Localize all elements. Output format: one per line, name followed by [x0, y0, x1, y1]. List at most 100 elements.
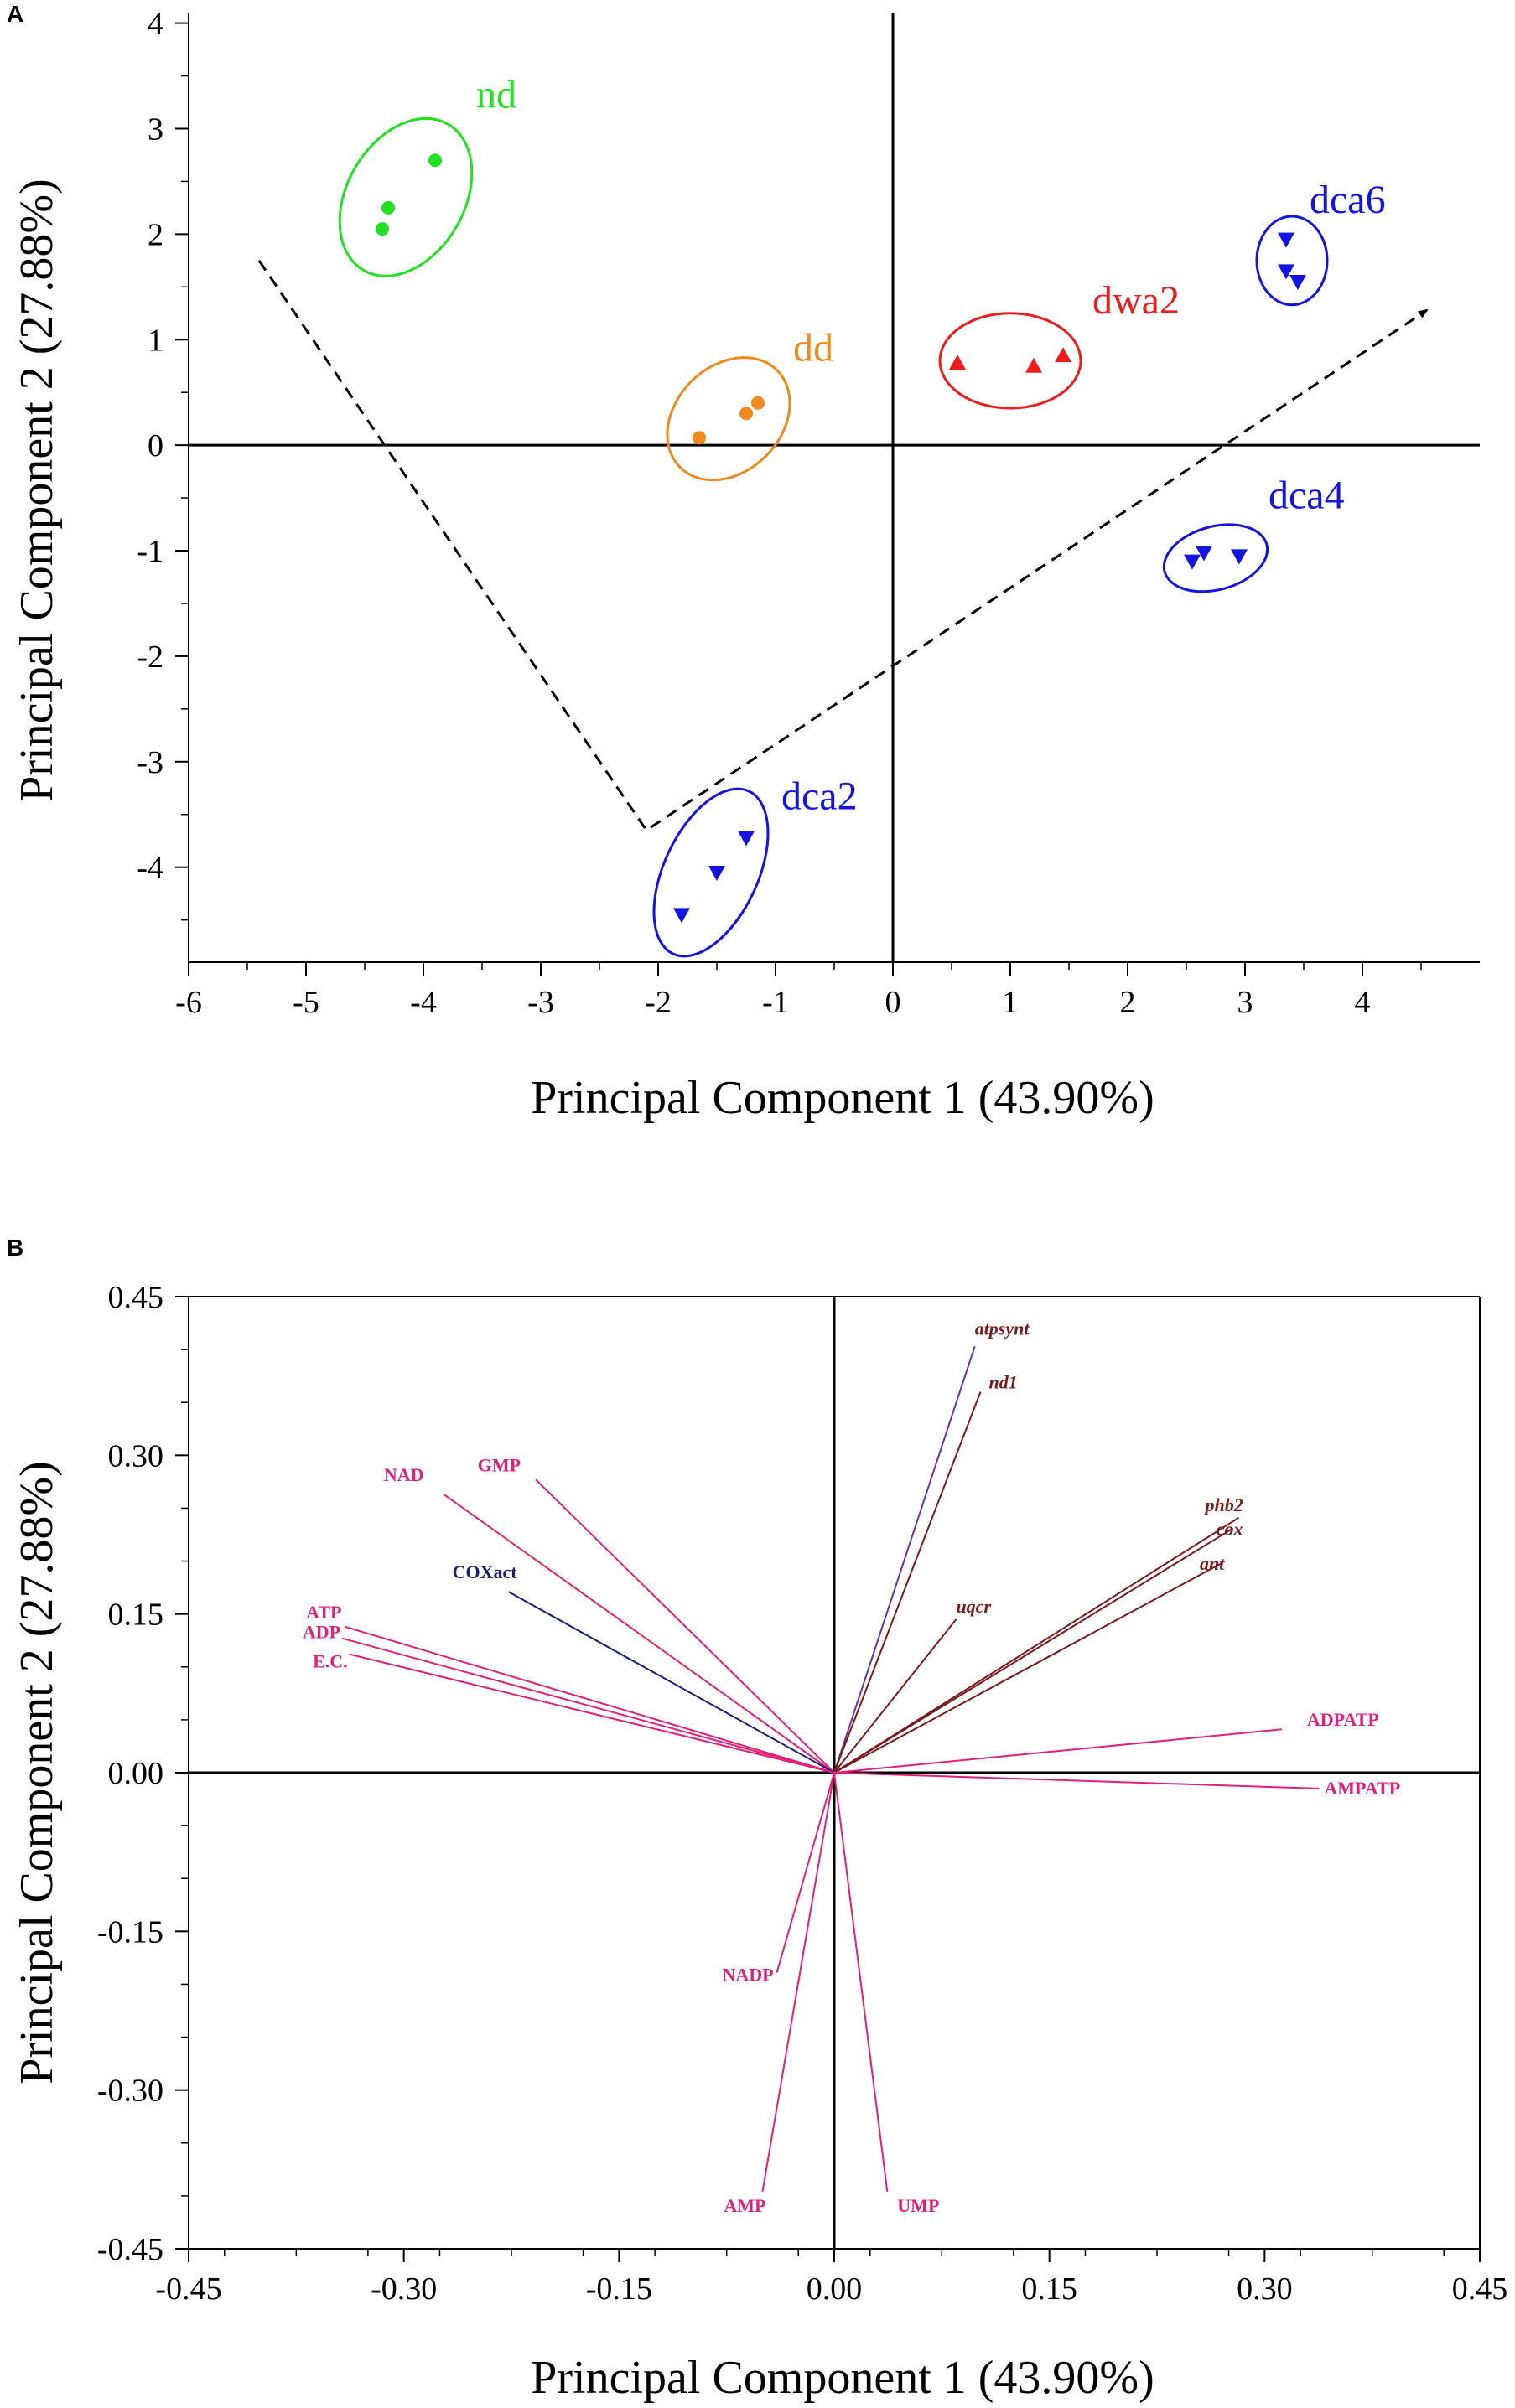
y-tick-label: -2 [137, 640, 163, 675]
loading-label: COXact [453, 1561, 518, 1582]
loading-uqcr: uqcr [833, 1596, 991, 1774]
y-tick-label: -0.15 [97, 1914, 163, 1950]
loading-label: phb2 [1204, 1494, 1243, 1515]
loading-vector [443, 1494, 835, 1774]
y-tick-label: -3 [137, 745, 163, 780]
group-ellipse [338, 117, 474, 277]
group-label: dca2 [781, 774, 858, 818]
loading-label: GMP [478, 1454, 521, 1475]
loading-ADP: ADP [303, 1622, 835, 1774]
loading-vector [833, 1527, 1234, 1774]
x-tick-label: -0.45 [155, 2271, 221, 2307]
y-tick-label: -1 [137, 534, 163, 569]
data-point [673, 908, 690, 924]
loading-ant: ant [833, 1553, 1225, 1774]
x-tick-label: -4 [410, 985, 437, 1020]
data-point [708, 865, 725, 881]
loading-phb2: phb2 [833, 1494, 1243, 1774]
data-point [739, 407, 753, 421]
data-point [428, 153, 442, 168]
loading-label: uqcr [956, 1596, 991, 1617]
y-tick-label: 2 [148, 217, 163, 252]
x-tick-label: -6 [175, 985, 202, 1020]
group-label: nd [476, 72, 516, 117]
group-dca2: dca2 [652, 774, 858, 958]
x-tick-label: 0.15 [1021, 2271, 1077, 2307]
loading-vector [833, 1391, 982, 1774]
group-ellipse [938, 312, 1082, 410]
y-tick-label: -0.30 [97, 2074, 163, 2109]
y-tick-label: 0 [148, 428, 163, 463]
loading-vector [833, 1728, 1282, 1774]
loading-label: ADPATP [1307, 1709, 1379, 1730]
group-ellipse [652, 787, 770, 958]
loading-label: cox [1217, 1518, 1243, 1539]
group-dd: dd [666, 325, 833, 482]
data-point [381, 200, 395, 215]
loading-vector [833, 1516, 1240, 1774]
y-tick-label: 0.30 [108, 1438, 164, 1473]
y-tick-label: -4 [137, 851, 163, 886]
data-point [376, 222, 389, 236]
y-tick-label: 0.15 [108, 1598, 164, 1633]
loading-NADP: NADP [722, 1772, 835, 1986]
trend-arrow [257, 259, 1429, 832]
data-point [693, 431, 706, 445]
x-tick-label: 0.45 [1452, 2271, 1508, 2307]
y-tick-label: 0.00 [108, 1756, 164, 1791]
x-tick-label: 0.30 [1237, 2271, 1293, 2307]
x-tick-label: -1 [762, 985, 789, 1020]
panel-b-pca-loadings: B -0.45 -0.30 -0.15 0.00 0.15 0.30 0.45 0.45 0.30… [7, 1235, 1507, 2404]
loading-vector [761, 1772, 835, 2193]
data-point [1278, 264, 1294, 280]
x-tick-label: 3 [1237, 985, 1253, 1020]
group-label: dwa2 [1092, 278, 1180, 323]
group-dca6: dca6 [1255, 178, 1386, 307]
data-point [949, 354, 966, 370]
loading-label: ant [1200, 1553, 1225, 1574]
loading-label: ATP [306, 1602, 341, 1623]
data-point [1231, 549, 1248, 565]
loading-NAD: NAD [384, 1464, 835, 1774]
loading-label: nd1 [989, 1372, 1018, 1393]
data-point [751, 396, 765, 410]
loading-E.C.: E.C. [313, 1651, 835, 1774]
group-label: dd [793, 325, 833, 370]
x-tick-label: -2 [645, 985, 672, 1020]
loading-AMPATP: AMPATP [833, 1772, 1400, 1799]
x-tick-label: 0.00 [807, 2271, 863, 2307]
x-tick-label: -5 [293, 985, 319, 1020]
loading-vector [341, 1637, 835, 1774]
loading-vector [349, 1653, 835, 1774]
loading-label: E.C. [313, 1651, 348, 1672]
data-point [1278, 232, 1294, 248]
group-nd: nd [338, 72, 516, 277]
group-ellipse [1255, 215, 1329, 307]
loading-cox: cox [833, 1518, 1243, 1774]
x-axis-title: Principal Component 1 (43.90%) [531, 2352, 1154, 2404]
x-tick-label: -0.15 [586, 2271, 652, 2307]
loading-vector [833, 1562, 1222, 1774]
group-ellipse [666, 356, 791, 482]
group-dwa2: dwa2 [938, 278, 1180, 410]
loading-ATP: ATP [306, 1602, 835, 1774]
x-tick-label: -0.30 [371, 2271, 437, 2307]
loading-vector [833, 1772, 889, 2192]
loading-label: AMP [724, 2195, 765, 2216]
x-tick-label: 4 [1355, 985, 1371, 1020]
loading-label: AMPATP [1324, 1778, 1400, 1799]
loading-AMP: AMP [724, 1772, 835, 2216]
loading-ADPATP: ADPATP [833, 1709, 1379, 1774]
loading-nd1: nd1 [833, 1372, 1018, 1774]
y-tick-label: 4 [148, 7, 163, 42]
data-point [738, 831, 755, 847]
loading-vector [833, 1346, 976, 1774]
y-axis-title: Principal Component 2 (27.88%) [11, 179, 63, 801]
y-tick-label: 0.45 [108, 1280, 164, 1315]
loading-vector [776, 1772, 835, 1973]
loading-vector [833, 1618, 957, 1774]
panel-a-pca-scores: A -6 -5 -4 -3 -2 -1 0 1 2 3 4 4 3 2 1 0 -1 -2 -3 -4 Principal… [7, 1, 1480, 1124]
x-tick-label: -3 [527, 985, 554, 1020]
loading-label: atpsynt [975, 1318, 1030, 1339]
